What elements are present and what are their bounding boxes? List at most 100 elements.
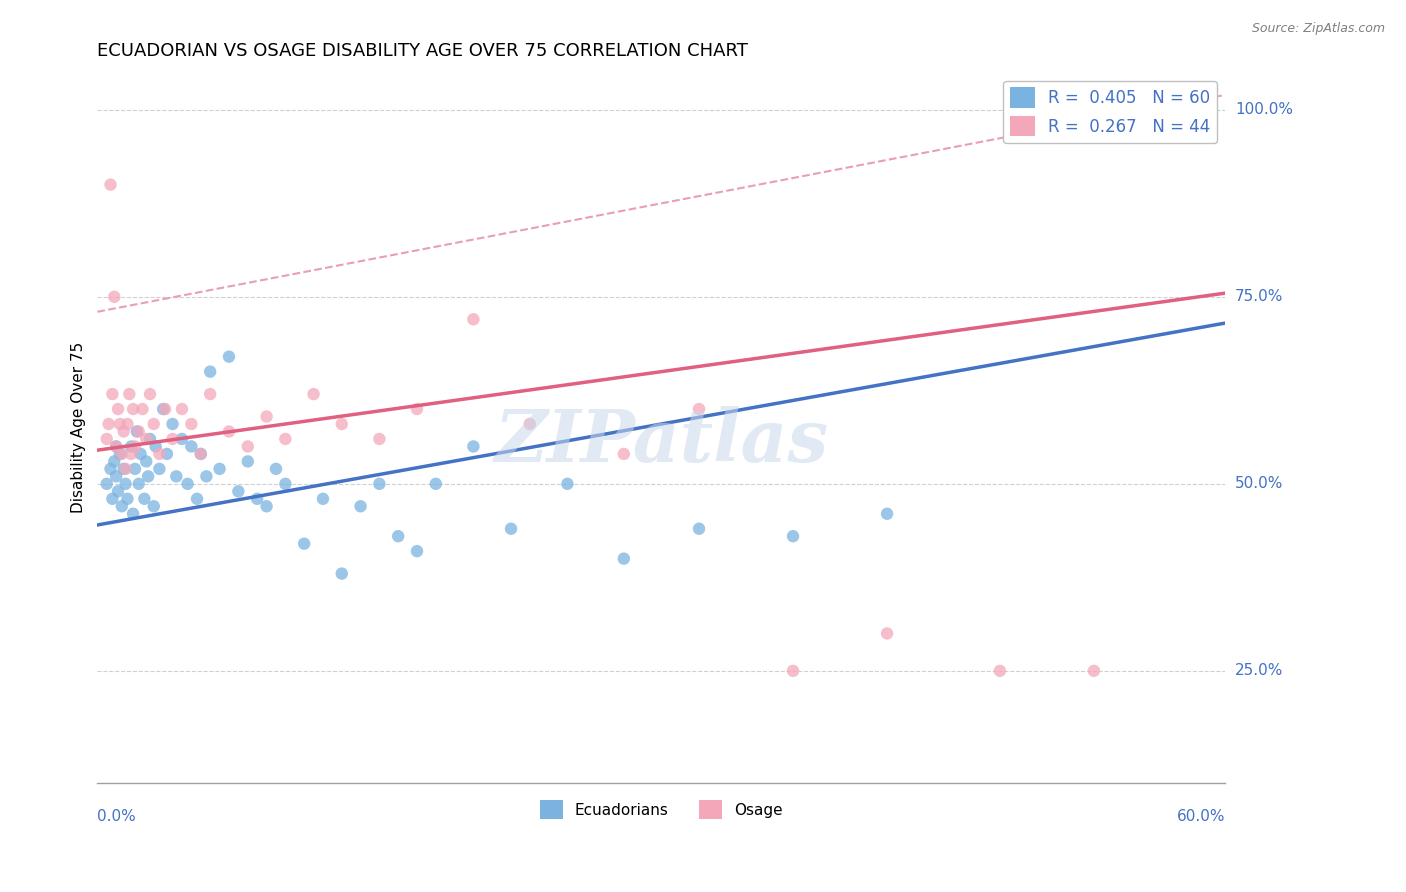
Point — [876, 507, 898, 521]
Point — [120, 439, 142, 453]
Point — [105, 439, 128, 453]
Point — [114, 476, 136, 491]
Point — [148, 462, 170, 476]
Point — [176, 476, 198, 491]
Point — [96, 432, 118, 446]
Point — [302, 387, 325, 401]
Point — [406, 402, 429, 417]
Point — [165, 469, 187, 483]
Text: 75.0%: 75.0% — [1234, 289, 1284, 304]
Point — [613, 447, 636, 461]
Point — [519, 417, 541, 431]
Text: Source: ZipAtlas.com: Source: ZipAtlas.com — [1251, 22, 1385, 36]
Point — [108, 417, 131, 431]
Point — [368, 476, 391, 491]
Point — [124, 439, 146, 453]
Point — [988, 664, 1011, 678]
Point — [1083, 664, 1105, 678]
Point — [135, 432, 157, 446]
Point — [136, 469, 159, 483]
Point — [274, 432, 297, 446]
Point — [152, 402, 174, 417]
Point — [153, 402, 176, 417]
Point — [190, 447, 212, 461]
Point — [463, 312, 485, 326]
Point — [120, 447, 142, 461]
Point — [162, 432, 184, 446]
Point — [198, 365, 221, 379]
Point — [387, 529, 409, 543]
Point — [103, 454, 125, 468]
Point — [876, 626, 898, 640]
Point — [135, 454, 157, 468]
Point — [256, 409, 278, 424]
Point — [1139, 103, 1161, 117]
Point — [256, 500, 278, 514]
Point — [246, 491, 269, 506]
Point — [139, 432, 162, 446]
Text: 60.0%: 60.0% — [1177, 809, 1226, 824]
Point — [228, 484, 250, 499]
Point — [142, 500, 165, 514]
Point — [349, 500, 371, 514]
Point — [312, 491, 335, 506]
Point — [108, 447, 131, 461]
Point — [236, 454, 259, 468]
Point — [139, 387, 162, 401]
Point — [96, 476, 118, 491]
Point — [156, 447, 179, 461]
Point — [170, 432, 193, 446]
Point — [134, 491, 156, 506]
Point — [162, 417, 184, 431]
Point — [180, 417, 202, 431]
Text: 0.0%: 0.0% — [97, 809, 136, 824]
Point — [122, 402, 145, 417]
Text: 100.0%: 100.0% — [1234, 103, 1294, 118]
Point — [170, 402, 193, 417]
Point — [218, 425, 240, 439]
Point — [145, 439, 167, 453]
Point — [292, 537, 315, 551]
Point — [117, 491, 139, 506]
Point — [208, 462, 231, 476]
Legend: Ecuadorians, Osage: Ecuadorians, Osage — [534, 794, 789, 825]
Point — [112, 425, 135, 439]
Point — [128, 476, 150, 491]
Point — [118, 387, 141, 401]
Point — [129, 447, 152, 461]
Point — [101, 491, 124, 506]
Point — [180, 439, 202, 453]
Point — [107, 484, 129, 499]
Point — [111, 447, 134, 461]
Point — [117, 417, 139, 431]
Point — [100, 178, 122, 192]
Point — [114, 462, 136, 476]
Point — [782, 664, 804, 678]
Point — [125, 425, 148, 439]
Point — [613, 551, 636, 566]
Point — [688, 402, 710, 417]
Point — [330, 566, 353, 581]
Point — [274, 476, 297, 491]
Point — [190, 447, 212, 461]
Point — [111, 500, 134, 514]
Point — [499, 522, 522, 536]
Point — [688, 522, 710, 536]
Point — [425, 476, 447, 491]
Point — [103, 290, 125, 304]
Text: 25.0%: 25.0% — [1234, 664, 1284, 678]
Point — [195, 469, 218, 483]
Point — [186, 491, 208, 506]
Point — [236, 439, 259, 453]
Point — [128, 425, 150, 439]
Point — [148, 447, 170, 461]
Point — [368, 432, 391, 446]
Point — [557, 476, 579, 491]
Text: ZIPatlas: ZIPatlas — [495, 407, 828, 477]
Point — [218, 350, 240, 364]
Point — [463, 439, 485, 453]
Point — [264, 462, 287, 476]
Text: ECUADORIAN VS OSAGE DISABILITY AGE OVER 75 CORRELATION CHART: ECUADORIAN VS OSAGE DISABILITY AGE OVER … — [97, 42, 748, 60]
Point — [198, 387, 221, 401]
Point — [100, 462, 122, 476]
